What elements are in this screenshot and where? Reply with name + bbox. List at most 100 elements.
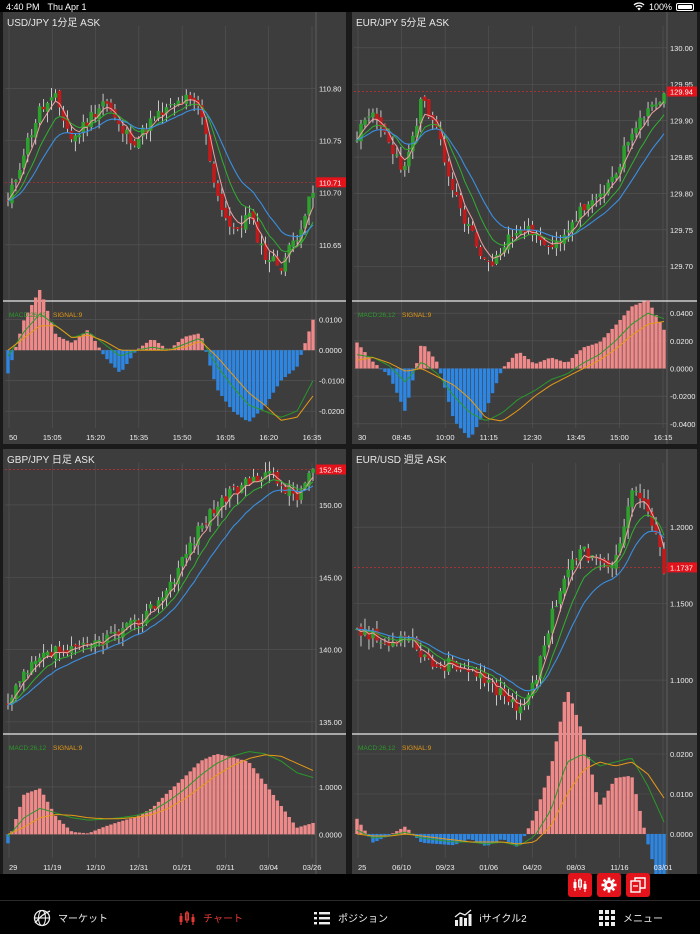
tab-chart[interactable]: チャート (140, 901, 280, 934)
macd-histogram-bar (530, 362, 535, 369)
candle-body (85, 643, 90, 645)
tab-position[interactable]: ポジション (280, 901, 420, 934)
chart-panel-gbpjpy[interactable]: 150.00 145.00 140.00 135.00 1.0000 0.0000 29 11… (3, 449, 346, 874)
macd-histogram-bar (57, 337, 62, 351)
price-tick-label: 135.00 (319, 718, 342, 727)
candle-body (85, 122, 90, 127)
candle-body (486, 679, 491, 683)
candle-body (518, 706, 523, 714)
macd-histogram-bar (243, 350, 248, 421)
macd-histogram-bar (299, 350, 303, 355)
macd-histogram-bar (363, 352, 367, 369)
macd-histogram-bar (105, 350, 109, 360)
gear-icon (601, 877, 617, 893)
candle-body (279, 268, 284, 271)
candle-body (220, 498, 224, 508)
macd-histogram-bar (37, 788, 42, 835)
tab-bar: マーケット チャート ポジション iサイクル2 メニュー (0, 900, 700, 934)
candle-body (180, 557, 185, 567)
macd-histogram-bar (291, 822, 295, 835)
macd-histogram-bar (53, 333, 58, 351)
macd-histogram-bar (634, 794, 638, 834)
chart-canvas[interactable]: 150.00 145.00 140.00 135.00 1.0000 0.0000 29 11… (3, 449, 346, 874)
candle-body (534, 680, 539, 685)
chart-panel-eurjpy[interactable]: 130.00 129.95 129.90 129.85 129.80 129.75 129.… (352, 12, 697, 444)
candle-body (375, 628, 379, 641)
candle-body (422, 96, 427, 101)
macd-histogram-bar (247, 350, 252, 422)
candlestick-type-icon (573, 878, 587, 892)
ma-fast-line (356, 101, 665, 259)
tab-menu[interactable]: メニュー (560, 901, 700, 934)
candle-body (662, 548, 666, 574)
layout-switch-button[interactable] (626, 873, 650, 897)
chart-canvas[interactable]: 1.2000 1.1500 1.1000 0.0200 0.0100 0.0000 25 06… (352, 449, 697, 874)
candle-body (295, 240, 299, 242)
chart-panel-eurusd[interactable]: 1.2000 1.1500 1.1000 0.0200 0.0100 0.0000 25 06… (352, 449, 697, 874)
settings-button[interactable] (597, 873, 621, 897)
macd-histogram-bar (646, 300, 650, 369)
ma-mid-line (356, 514, 665, 699)
macd-histogram-bar (81, 832, 85, 835)
candle-body (172, 104, 177, 106)
macd-histogram-bar (152, 340, 157, 351)
candle-body (311, 192, 315, 198)
macd-histogram-bar (45, 801, 50, 835)
macd-tick-label: -0.0400 (670, 420, 695, 429)
macd-histogram-bar (6, 834, 10, 844)
candle-body (371, 112, 375, 118)
macd-histogram-bar (311, 822, 315, 835)
macd-histogram-bar (562, 362, 567, 369)
macd-histogram-bar (502, 366, 507, 369)
price-tick-label: 110.80 (319, 85, 341, 94)
chart-title: EUR/JPY 5分足 ASK (356, 18, 450, 29)
price-tick-label: 129.70 (670, 262, 693, 271)
macd-histogram-bar (77, 832, 81, 835)
chart-canvas[interactable]: 110.80 110.75 110.70 110.65 0.0100 0.0000 -0.0… (3, 12, 346, 444)
candlestick-type-button[interactable] (568, 873, 592, 897)
candle-body (630, 133, 634, 141)
candle-body (251, 211, 256, 221)
macd-histogram-bar (196, 763, 200, 835)
candle-body (37, 657, 42, 663)
macd-histogram-bar (590, 344, 594, 369)
macd-histogram-bar (49, 322, 54, 351)
candle-body (144, 610, 149, 624)
price-tick-label: 110.75 (319, 137, 341, 146)
macd-histogram-bar (562, 701, 567, 834)
candle-body (49, 97, 54, 101)
macd-histogram-bar (188, 335, 192, 351)
tab-market[interactable]: マーケット (0, 901, 140, 934)
time-axis-label: 25 (358, 863, 366, 872)
chart-canvas[interactable]: 130.00 129.95 129.90 129.85 129.80 129.75 129.… (352, 12, 697, 444)
macd-histogram-bar (482, 834, 487, 846)
macd-histogram-bar (646, 834, 650, 845)
candle-body (152, 116, 157, 118)
macd-histogram-bar (73, 340, 78, 351)
chart-panel-usdjpy[interactable]: 110.80 110.75 110.70 110.65 0.0100 0.0000 -0.0… (3, 12, 346, 444)
macd-histogram-bar (251, 768, 256, 835)
macd-histogram-bar (594, 792, 598, 834)
current-price-label: 1.1737 (670, 563, 693, 572)
macd-histogram-bar (26, 792, 30, 835)
candle-body (128, 620, 133, 626)
candle-body (132, 619, 137, 622)
macd-histogram-bar (232, 757, 236, 835)
candle-body (387, 641, 391, 646)
macd-histogram-bar (630, 306, 634, 369)
candle-body (486, 260, 491, 262)
macd-histogram-bar (236, 758, 240, 835)
macd-histogram-bar (367, 356, 371, 369)
tab-icycle[interactable]: iサイクル2 (420, 901, 560, 934)
macd-histogram-bar (287, 817, 291, 835)
time-axis-label: 13:45 (566, 433, 585, 442)
candle-body (65, 118, 70, 129)
macd-histogram-bar (462, 368, 467, 433)
macd-histogram-bar (590, 774, 594, 834)
candle-body (538, 656, 543, 679)
candle-body (399, 156, 403, 170)
macd-histogram-bar (586, 345, 590, 369)
candle-body (212, 509, 216, 514)
signal-line (7, 325, 314, 421)
candle-body (152, 605, 157, 609)
